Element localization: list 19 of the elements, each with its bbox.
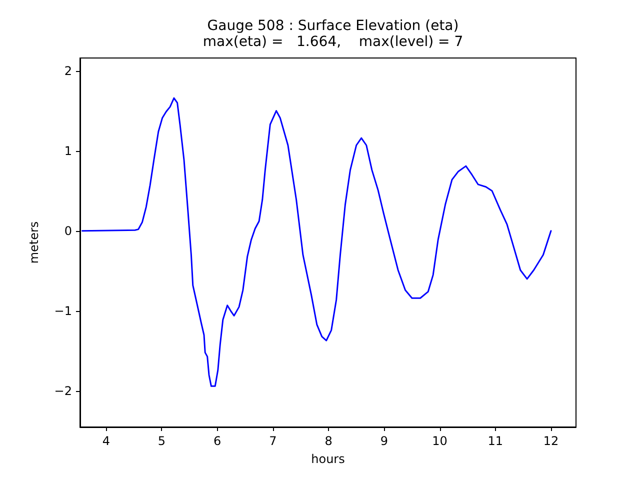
line-series [81,97,552,387]
y-tick-label: 1 [64,144,72,158]
x-tick-label: 4 [102,434,110,448]
x-tick-label: 9 [380,434,388,448]
y-tick-label: 2 [64,64,72,78]
x-axis-title: hours [311,452,345,466]
y-tick-label: −1 [54,304,72,318]
x-tick-label: 10 [432,434,448,448]
y-axis-title: meters [27,221,41,264]
y-tick-label: 0 [64,224,72,238]
x-tick-label: 11 [488,434,504,448]
x-tick-label: 7 [269,434,277,448]
x-tick-label: 12 [543,434,559,448]
chart-subtitle: max(eta) = 1.664, max(level) = 7 [202,34,464,50]
chart-title: Gauge 508 : Surface Elevation (eta) [207,18,459,34]
x-tick-label: 8 [324,434,332,448]
y-tick-label: −2 [54,384,72,398]
x-tick-label: 6 [214,434,222,448]
x-tick-label: 5 [158,434,166,448]
